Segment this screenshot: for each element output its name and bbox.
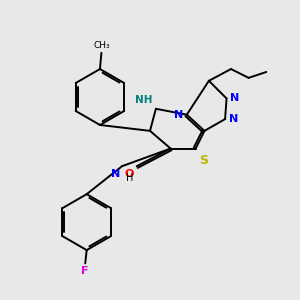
Text: N: N: [230, 93, 240, 103]
Text: NH: NH: [135, 95, 153, 105]
Text: N: N: [174, 110, 183, 120]
Text: H: H: [126, 173, 134, 183]
Text: CH₃: CH₃: [93, 41, 110, 50]
Text: S: S: [199, 154, 208, 167]
Text: F: F: [82, 266, 89, 276]
Text: N: N: [111, 169, 121, 179]
Text: O: O: [124, 169, 134, 179]
Text: N: N: [229, 114, 238, 124]
